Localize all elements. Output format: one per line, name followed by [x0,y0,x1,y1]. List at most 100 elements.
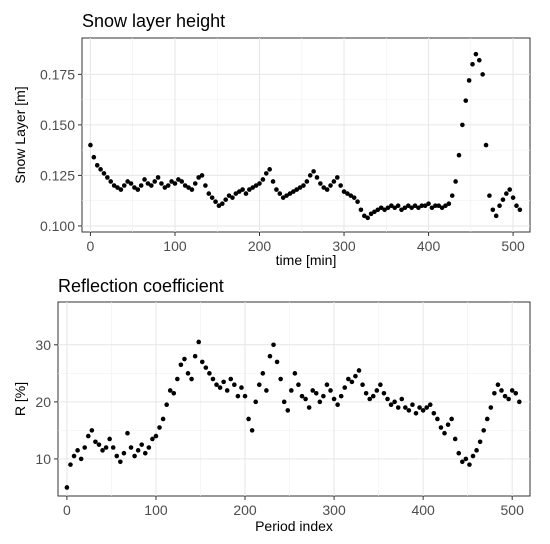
data-point [439,205,445,211]
data-point [182,356,187,362]
data-point [449,193,455,198]
data-point [260,177,266,182]
data-point [172,181,178,186]
data-point [85,433,91,439]
x-tick-labels: 0 100 200 300 400 500 [63,502,524,518]
chart-reflection-coefficient: Reflection coefficient 0 100 200 300 400 500 … [12,276,531,534]
data-point [271,342,276,348]
data-point [71,453,77,459]
data-point [362,213,367,219]
data-point [216,203,222,209]
x-tick-label: 200 [233,502,257,518]
data-point [403,405,408,410]
data-point [281,399,287,405]
data-point [399,207,404,213]
data-point [138,183,144,188]
x-tick-label: 400 [417,238,441,254]
data-point [139,442,145,447]
data-point [452,436,458,442]
x-tick-label: 100 [163,238,187,254]
y-tick-label: 0.125 [40,167,75,183]
data-point [311,169,316,174]
data-point [150,436,155,442]
data-point [420,408,426,413]
data-point [507,187,513,192]
data-point [426,201,431,207]
data-points [64,339,522,490]
data-point [182,183,188,188]
data-point [277,191,283,196]
data-point [474,448,479,453]
data-point [165,183,171,188]
data-point [481,428,486,433]
data-point [186,185,191,190]
data-point [192,181,198,186]
data-point [517,399,522,405]
data-point [246,416,251,422]
data-point [196,339,202,345]
data-point [492,390,497,396]
data-point [236,189,242,194]
data-point [110,445,116,450]
plot-panel [57,301,531,497]
data-point [278,376,283,382]
x-tick-label: 300 [332,238,356,254]
data-point [334,175,340,180]
data-point [256,382,262,388]
data-point [128,445,134,450]
data-point [431,410,437,416]
data-point [274,187,279,192]
data-point [64,485,70,490]
data-point [96,442,102,447]
data-point [378,205,384,211]
data-point [242,393,248,399]
data-point [487,193,492,198]
data-point [345,191,350,196]
data-point [402,205,408,211]
data-point [460,122,465,128]
data-point [132,453,137,459]
y-tick-label: 30 [35,337,51,353]
data-point [146,445,152,450]
x-axis-label: Period index [255,518,333,534]
data-point [68,462,73,467]
data-point [178,362,184,368]
x-tick-label: 0 [63,502,71,518]
data-point [125,430,130,436]
data-point [374,388,380,393]
data-point [370,393,376,399]
data-point [476,57,482,63]
data-point [233,191,239,196]
data-point [118,459,123,465]
x-tick-label: 200 [248,238,272,254]
y-tick-label: 0.150 [40,117,75,133]
data-point [392,399,397,405]
data-point [153,433,159,439]
data-point [456,152,462,158]
data-point [207,371,212,376]
data-point [367,396,372,402]
data-point [88,142,93,148]
data-point [510,195,516,200]
data-point [209,195,215,200]
data-point [488,405,494,410]
data-point [324,187,330,192]
data-point [409,205,414,211]
data-point [388,402,394,408]
data-point [321,393,326,399]
data-point [385,205,391,211]
data-point [514,203,519,209]
data-point [338,393,344,399]
data-point [235,393,241,399]
data-point [499,388,504,393]
data-point [365,215,371,221]
data-point [160,416,166,422]
data-point [217,385,223,390]
data-point [517,207,523,213]
data-point [480,72,485,77]
data-point [368,211,374,217]
data-point [247,187,252,192]
data-point [82,445,88,450]
data-point [310,388,316,393]
data-point [115,185,120,190]
